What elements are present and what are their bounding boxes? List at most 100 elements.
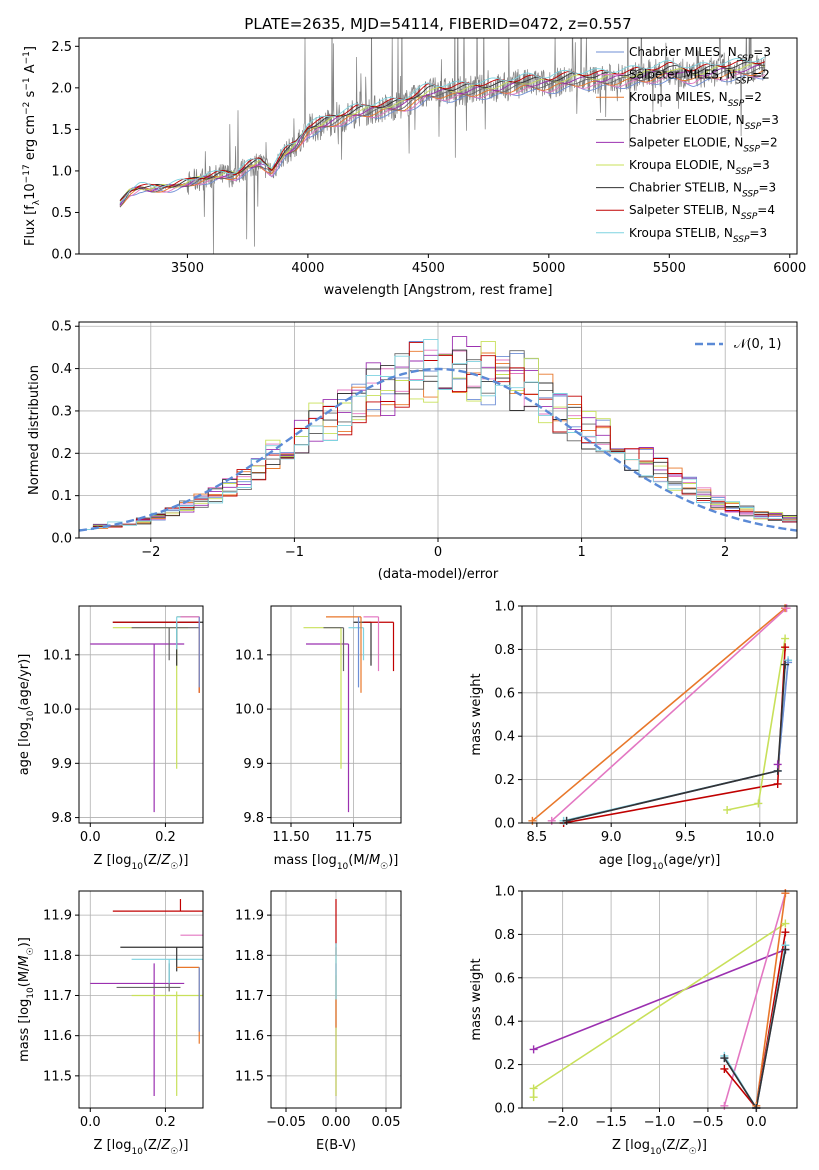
weight-marker [529,1093,538,1102]
x-axis-label: Z [log10(Z/Z☉)] [94,1138,189,1157]
label-part: Normed distribution [27,365,42,495]
label-part: mass weight [469,673,484,755]
label-part: mass weight [469,958,484,1040]
axes-frame [78,321,798,539]
plot-area [522,891,797,1108]
label-part: =3 [752,158,770,172]
weight-marker [720,1054,729,1063]
x-tick-label: 0.0 [80,830,101,845]
y-tick-label: 0.1 [51,489,72,504]
label-part: M [369,853,380,868]
x-tick-label: −2.0 [547,1115,579,1130]
label-part: age [ [599,853,632,868]
label-part: =3 [761,113,779,127]
weight-marker [781,634,790,643]
label-part: log [317,853,337,868]
label-part: =3 [749,226,767,240]
label-part: SSP [745,122,762,132]
label-part: ☉ [170,862,178,872]
plot-area [522,606,797,823]
label-part: ☉ [689,1147,697,1157]
y-tick-label: 10.0 [43,703,72,718]
weight-line [723,949,787,1108]
weight-marker [720,1064,729,1073]
label-part: Z [ [612,1138,630,1153]
y-tick-label: 11.7 [235,989,264,1004]
label-part: 10 [26,987,36,999]
y-tick-label: 0.5 [51,206,72,221]
label-part: 10 [23,183,38,200]
axes-frame [270,890,402,1109]
y-tick-label: 0.2 [51,447,72,462]
weight-marker [773,760,782,769]
y-tick-label: 1.0 [494,885,515,900]
axes-frame [78,37,798,255]
y-tick-label: 11.9 [43,909,72,924]
y-tick-label: 9.9 [51,757,72,772]
weight-line [723,892,787,1107]
label-part: )] [178,1138,188,1153]
x-tick-label: 8.5 [527,830,548,845]
y-tick-label: 0.0 [494,1102,515,1117]
x-tick-label: 10.0 [745,830,774,845]
y-tick-label: 9.8 [243,811,264,826]
x-tick-label: 5000 [532,261,565,276]
chart-z_weight: −2.0 −1.5 −1.0 −0.5 0.0 0.0 0.2 0.4 0.6 0.8 1.0 Z [… [469,885,798,1157]
x-tick-label: −2 [141,545,160,560]
y-tick-label: 9.9 [243,757,264,772]
label-part: mass [ [17,1019,32,1062]
y-tick-label: 0.4 [494,1015,515,1030]
label-part: log [112,853,132,868]
y-tick-label: 11.6 [235,1029,264,1044]
label-part: Z [679,1138,690,1153]
label-part: (Z/ [143,1138,162,1153]
y-tick-label: 10.0 [235,703,264,718]
y-axis-label: mass weight [469,958,484,1040]
label-part: (Z/ [143,853,162,868]
y-tick-label: 0.2 [494,773,515,788]
label-part: A [23,64,38,77]
weight-marker [781,919,790,928]
legend-entry: Kroupa STELIB, NSSP=3 [629,226,767,245]
label-part: SSP [733,235,750,245]
weight-marker [529,1084,538,1093]
x-tick-label: 3500 [171,261,204,276]
label-part: SSP [736,167,753,177]
residual-histogram [79,339,797,530]
label-part: Kroupa MILES, N [629,90,728,104]
label-part: =2 [752,68,770,82]
label-part: 10 [650,1147,662,1157]
x-tick-label: 0.2 [155,1115,176,1130]
label-part: =2 [760,135,778,149]
weight-line [531,607,786,822]
legend-entry: Chabrier MILES, NSSP=3 [629,45,771,64]
weight-line [566,662,789,822]
label-part: ] [23,46,38,51]
label-part: Z [160,853,171,868]
plot-area [271,606,401,823]
label-part: SSP [737,54,754,64]
label-part: Kroupa ELODIE, N [629,158,736,172]
chart-residuals: −2 −1 0 1 2 0.0 0.1 0.2 0.3 0.4 0.5 (data-model)/er… [27,320,798,582]
x-tick-label: 2 [721,545,729,560]
chart-age_weight: 8.5 9.0 9.5 10.0 0.0 0.2 0.4 0.6 0.8 1.0 age [log1… [469,600,798,872]
label-part: −1 [22,77,32,90]
y-tick-label: 11.8 [235,949,264,964]
label-part: ☉ [380,862,388,872]
weight-line [563,647,786,823]
residual-histogram [79,350,797,530]
label-part: Z [ [94,1138,112,1153]
weight-line [723,932,787,1108]
legend-entry: Kroupa MILES, NSSP=2 [629,90,762,109]
x-axis-label: Z [log10(Z/Z☉)] [94,853,189,872]
label-part: (M/ [348,853,369,868]
x-tick-label: −1.5 [595,1115,627,1130]
weight-marker [529,1045,538,1054]
label-part: 10 [652,862,664,872]
plot-area [79,322,797,538]
y-tick-label: 0.0 [494,817,515,832]
x-axis-label: E(B-V) [316,1138,356,1153]
x-tick-label: 1 [577,545,585,560]
y-tick-label: 0.6 [494,971,515,986]
